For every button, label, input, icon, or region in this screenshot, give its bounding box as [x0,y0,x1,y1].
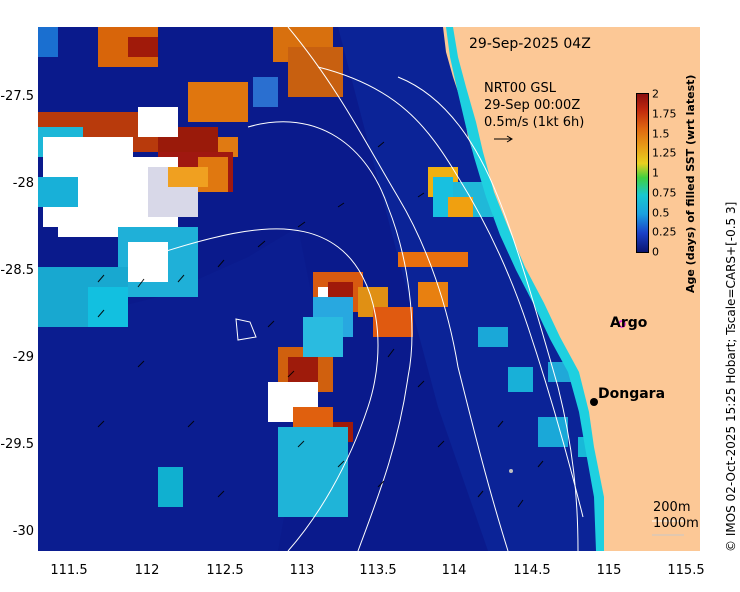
colorbar-tick-label: 1.5 [652,127,670,140]
x-tick-label: 115 [596,563,622,578]
ocean-southwest-band [38,227,318,551]
colorbar [636,93,649,253]
bathy-legend: 200m 1000m [653,500,699,532]
colorbar-gradient [637,94,648,252]
dongara-label: Dongara [598,386,666,402]
x-tick-label: 115.5 [667,563,705,578]
x-tick-label: 114.5 [513,563,551,578]
y-tick-label: -28 [12,176,34,191]
coastal-fringe [446,27,604,551]
central-filament-patches [158,272,388,517]
x-tick-label: 113 [289,563,315,578]
current-info-line2: 29-Sep 00:00Z [484,98,581,113]
x-tick-label: 112 [134,563,160,578]
y-tick-label: -29.5 [0,437,34,452]
y-tick-label: -28.5 [0,263,34,278]
colorbar-tick-label: 1 [652,166,659,180]
y-tick-label: -29 [12,350,34,365]
y-tick-label: -30 [12,524,34,539]
current-info-line1: NRT00 GSL [484,81,556,96]
colorbar-tick-label: 0.25 [652,225,677,239]
minor-marker [509,469,513,473]
credit-text: © IMOS 02-Oct-2025 15:25 Hobart; Tscale=… [724,201,738,552]
timestamp-label: 29-Sep-2025 04Z [469,36,591,52]
current-info: NRT00 GSL 29-Sep 00:00Z 0.5m/s (1kt 6h) [484,80,584,131]
sst-age-map[interactable] [38,27,700,551]
dongara-marker [590,398,598,406]
land-western-australia [443,27,700,551]
x-tick-label: 114 [441,563,467,578]
colorbar-title: Age (days) of filled SST (wrt latest) [684,74,697,293]
bathymetry-contours [147,27,584,551]
northwest-patches [38,27,343,327]
current-vectors [97,141,544,508]
colorbar-tick-label: 0.5 [652,206,670,219]
x-tick-label: 112.5 [206,563,244,578]
bathy-legend-200m: 200m [653,500,691,515]
y-tick-label: -27.5 [0,89,34,104]
colorbar-tick-label: 2 [652,87,659,101]
argo-label: Argo [610,315,648,331]
bathy-legend-1000m: 1000m [653,516,699,531]
colorbar-tick-label: 1.75 [652,107,677,121]
map-canvas [38,27,700,551]
colorbar-tick-label: 0 [652,245,659,259]
colorbar-tick-label: 1.25 [652,146,677,160]
colorbar-tick-label: 0.75 [652,186,677,200]
current-info-line3: 0.5m/s (1kt 6h) [484,115,585,130]
x-tick-label: 113.5 [359,563,397,578]
argo-marker [618,320,626,328]
x-tick-label: 111.5 [50,563,88,578]
